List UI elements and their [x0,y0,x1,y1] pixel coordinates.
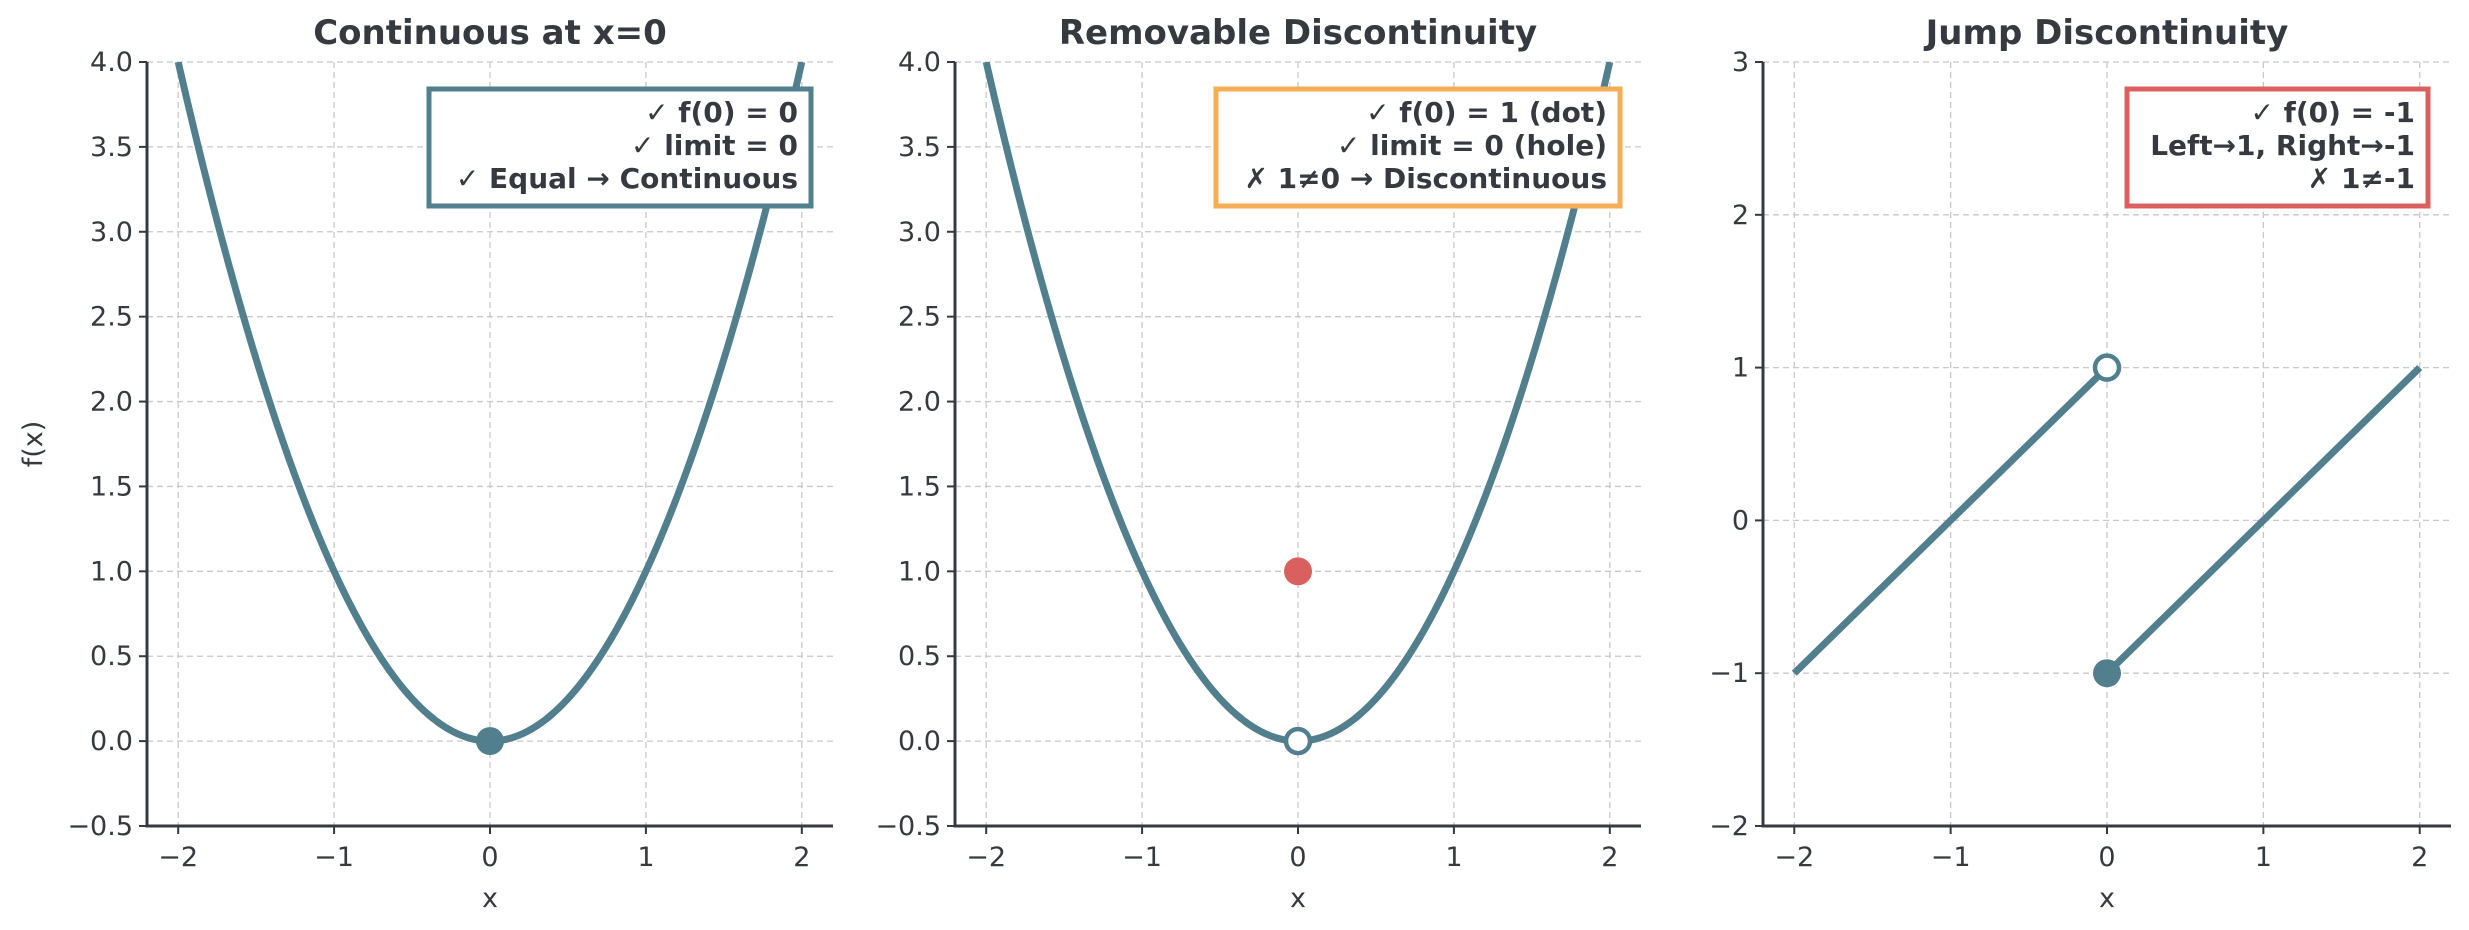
y-tick-label: 2.5 [898,302,941,333]
y-tick-label: 2.0 [898,387,941,418]
x-tick-label: 0 [481,842,498,873]
chart-panel-3: −2 −1 0 1 2 −2 −1 0 1 2 3 Jump Discontinuity x ✓ f(0)… [1709,13,2451,914]
annotation-line: ✓ limit = 0 (hole) [1337,129,1607,162]
x-tick-label: −2 [1774,842,1814,873]
x-tick-label: 0 [1289,842,1306,873]
y-tick-label: 4.0 [90,47,133,78]
annotation-border [2124,86,2431,209]
y-tick-label: 1.5 [90,471,133,502]
chart-title: Jump Discontinuity [1924,13,2289,53]
annotation-line: Left→1, Right→-1 [2150,129,2415,162]
y-tick-label: 2 [1732,200,1749,231]
annotation-line: ✗ 1≠0 → Discontinuous [1244,162,1607,195]
filled-point-marker [476,727,504,756]
x-axis-label: x [482,883,498,914]
annotation-line: ✗ 1≠-1 [2308,162,2415,195]
x-axis-label: x [1290,883,1306,914]
chart-title: Continuous at x=0 [313,13,667,53]
chart-panel-2: −2 −1 0 1 2 −0.5 0.0 0.5 1.0 1.5 2.0 2.5 3.0 3.5 4.0 Re… [875,13,1641,914]
series-line-2 [2104,365,2423,676]
x-tick-label: 2 [793,842,810,873]
annotation-border [1213,86,1623,209]
y-tick-label: −0.5 [875,811,941,842]
y-tick-label: 2.0 [90,387,133,418]
x-tick-label: −2 [158,842,198,873]
y-tick-label: 0.0 [90,726,133,757]
annotation-line: ✓ f(0) = 0 [645,96,798,129]
annotation-line: ✓ f(0) = -1 [2250,96,2415,129]
y-tick-label: 1.5 [898,471,941,502]
x-tick-label: 2 [1601,842,1618,873]
x-tick-label: 1 [2255,842,2272,873]
x-tick-label: 1 [1445,842,1462,873]
x-tick-label: −1 [1122,842,1162,873]
series-line-1 [1791,365,2110,676]
y-tick-label: 1.0 [898,556,941,587]
y-tick-label: 3.5 [90,132,133,163]
y-tick-label: 3.0 [90,217,133,248]
annotation-line: ✓ Equal → Continuous [456,162,798,195]
y-tick-label: 3.0 [898,217,941,248]
open-point-marker [1283,726,1313,756]
filled-point-marker [2093,659,2121,688]
annotation-line: ✓ f(0) = 1 (dot) [1366,96,1607,129]
open-point-marker [2092,353,2122,382]
annotation-box: ✓ f(0) = 1 (dot)✓ limit = 0 (hole)✗ 1≠0 … [1213,86,1623,209]
x-tick-label: 0 [2098,842,2115,873]
x-tick-label: −2 [966,842,1006,873]
annotation-border [426,86,814,209]
x-tick-label: 1 [637,842,654,873]
chart-panel-1: −2 −1 0 1 2 −0.5 0.0 0.5 1.0 1.5 2.0 2.5 3.0 3.5 4.0 Co… [18,13,833,914]
y-axis-label: f(x) [18,421,49,468]
y-tick-label: 1 [1732,353,1749,384]
x-tick-label: −1 [1931,842,1971,873]
y-tick-label: 3 [1732,47,1749,78]
filled-point-marker [1284,557,1312,586]
y-tick-label: 1.0 [90,556,133,587]
y-tick-label: 4.0 [898,47,941,78]
y-tick-label: 0.0 [898,726,941,757]
y-tick-label: 0 [1732,505,1749,536]
x-axis-label: x [2099,883,2115,914]
annotation-line: ✓ limit = 0 [631,129,798,162]
y-tick-label: 0.5 [90,641,133,672]
y-tick-label: −1 [1709,658,1749,689]
x-tick-label: 2 [2411,842,2428,873]
annotation-box: ✓ f(0) = 0✓ limit = 0✓ Equal → Continuou… [426,86,814,209]
y-tick-label: 0.5 [898,641,941,672]
chart-title: Removable Discontinuity [1059,13,1537,53]
y-tick-label: 2.5 [90,302,133,333]
x-tick-label: −1 [314,842,354,873]
y-tick-label: 3.5 [898,132,941,163]
y-tick-label: −0.5 [67,811,133,842]
y-tick-label: −2 [1709,811,1749,842]
